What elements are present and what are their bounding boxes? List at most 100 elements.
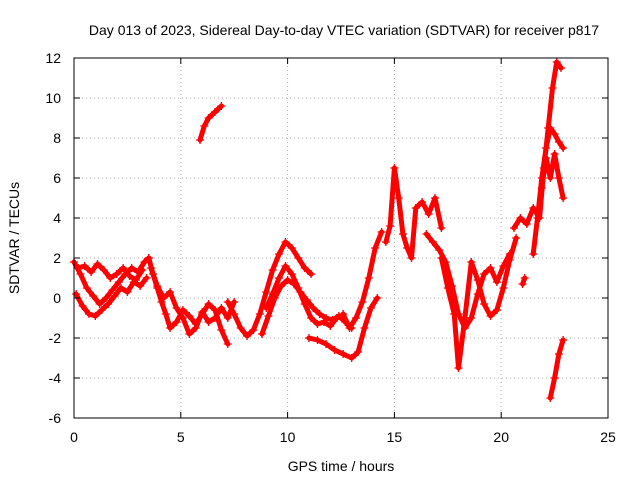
data-point [505,256,514,264]
data-point [144,254,153,262]
data-point [106,274,115,282]
series-trace [383,165,444,261]
data-point [125,272,134,280]
series-arc-9 [304,294,382,362]
data-point [112,270,121,278]
data-point [354,348,363,356]
data-point [381,238,390,246]
data-point [281,238,290,246]
data-point [275,250,284,258]
data-point [99,266,108,274]
data-point [74,264,83,272]
data-point [80,262,89,270]
data-point [257,330,266,338]
y-tick-label: 8 [53,130,61,146]
data-point [550,374,559,382]
data-point [358,298,367,306]
data-point [437,254,446,262]
axis-tick-labels: 0 5 10 15 20 25 -6 -4 -2 0 2 4 6 8 10 12 [45,50,616,445]
y-tick-label: 2 [53,250,61,266]
y-tick-label: 4 [53,210,61,226]
data-point [371,244,380,252]
data-point [264,312,273,320]
data-point [223,298,232,306]
data-point [102,294,111,302]
data-point [138,266,147,274]
series-arc-16 [529,124,568,258]
series-arc-1 [70,254,153,308]
data-point [554,174,563,182]
data-point [262,304,271,312]
data-point [554,350,563,358]
data-point [430,194,439,202]
data-point [313,320,322,328]
data-point [140,258,149,266]
series-arc-14 [437,234,521,372]
series-trace [423,231,513,331]
data-point [546,174,555,182]
data-point [204,114,213,122]
data-point [185,330,194,338]
data-point [373,294,382,302]
data-point [460,314,469,322]
data-point [131,276,140,284]
data-point [142,274,151,282]
data-point [559,144,568,152]
series-arc-3 [74,260,147,284]
data-point [268,290,277,298]
data-point [450,310,459,318]
plot-frame [73,57,609,419]
data-point [217,326,226,334]
data-point [394,194,403,202]
series-arc-12 [381,164,446,262]
x-tick-label: 5 [177,429,185,445]
data-point [424,210,433,218]
data-point [428,238,437,246]
axis-ticks [73,57,609,419]
data-point [418,198,427,206]
chart-title: Day 013 of 2023, Sidereal Day-to-day VTE… [89,22,599,38]
data-point [172,318,181,326]
data-point [104,300,113,308]
data-series-group [70,58,568,402]
series-trace [225,239,314,339]
data-point [550,130,559,138]
data-point [319,318,328,326]
data-point [542,154,551,162]
series-arc-17 [537,150,568,202]
data-point [243,332,252,340]
data-point [351,314,360,322]
x-tick-label: 15 [387,429,403,445]
data-point [510,224,519,232]
data-point [360,324,369,332]
data-point [518,280,527,288]
series-trace [197,103,224,143]
data-point [522,220,531,228]
data-point [89,292,98,300]
x-tick-label: 10 [280,429,296,445]
data-point [110,292,119,300]
series-trace [306,295,380,361]
data-point [512,234,521,242]
y-tick-label: -2 [49,330,62,346]
data-point [200,122,209,130]
data-point [78,302,87,310]
data-point [533,214,542,222]
data-point [326,322,335,330]
data-point [548,84,557,92]
data-point [559,194,568,202]
data-point [467,258,476,266]
data-point [473,276,482,284]
data-point [347,354,356,362]
data-point [236,324,245,332]
series-arc-11 [196,102,226,144]
data-point [108,286,117,294]
data-point [443,284,452,292]
data-point [166,324,175,332]
data-point [516,214,525,222]
data-point [529,250,538,258]
data-point [366,304,375,312]
data-point [127,264,136,272]
data-point [217,304,226,312]
data-point [313,336,322,344]
